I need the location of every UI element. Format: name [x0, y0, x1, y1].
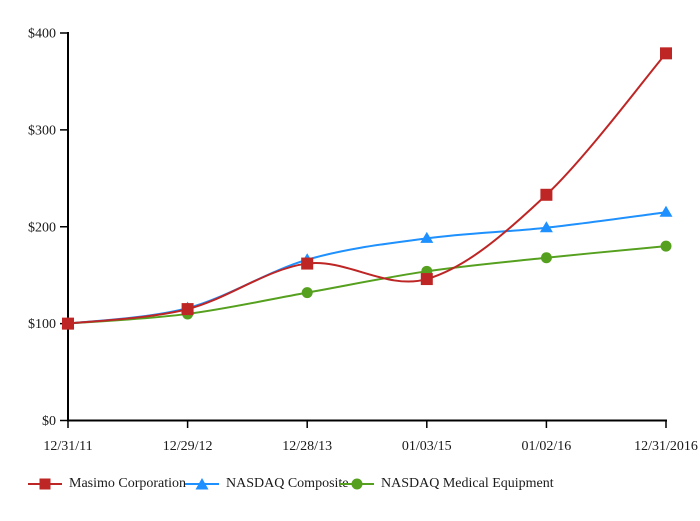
legend-triangle-glyph [195, 478, 209, 490]
legend-label-nasdaq-medical-equipment: NASDAQ Medical Equipment [381, 476, 554, 491]
data-point-square [62, 317, 74, 330]
legend-square-glyph [39, 478, 51, 490]
green-circle-marker-icon [340, 478, 374, 490]
series-line-2 [67, 245, 667, 325]
y-tick-label: $100 [28, 317, 56, 332]
y-tick-label: $200 [28, 220, 56, 235]
data-point-square [420, 273, 433, 286]
blue-triangle-marker-icon [185, 478, 219, 490]
x-tick-label: 12/29/12 [163, 439, 213, 454]
data-point-square [181, 303, 194, 316]
data-point-circle [301, 287, 313, 299]
data-point-triangle [539, 221, 553, 233]
legend-item-nasdaq-medical-equipment: NASDAQ Medical Equipment [340, 476, 554, 492]
legend-item-masimo-corporation: Masimo Corporation [28, 476, 186, 492]
x-tick-label: 12/31/2016 [634, 439, 698, 454]
legend-circle-glyph [351, 478, 363, 490]
data-point-square [540, 188, 553, 201]
data-point-circle [540, 252, 552, 264]
x-tick-label: 12/31/11 [43, 439, 92, 454]
data-point-triangle [420, 231, 434, 243]
data-point-circle [660, 240, 672, 252]
data-point-square [660, 47, 672, 60]
red-square-marker-icon [28, 478, 62, 490]
data-point-triangle [659, 205, 673, 217]
x-tick-label: 01/03/15 [402, 439, 452, 454]
data-point-square [301, 257, 314, 270]
legend-label-masimo-corporation: Masimo Corporation [69, 476, 187, 491]
y-tick-label: $300 [28, 123, 56, 138]
y-tick-label: $0 [42, 414, 56, 429]
chart-legend: Masimo Corporation NASDAQ Composite NASD… [0, 476, 700, 496]
legend-item-nasdaq-composite: NASDAQ Composite [185, 476, 349, 492]
line-chart-canvas: $0 $100 $200 $300 $400 12/31/11 12/29/12 12/28/… [28, 27, 698, 455]
series-line-1 [67, 211, 667, 325]
y-tick-label: $400 [28, 27, 56, 42]
stock-performance-chart: $0 $100 $200 $300 $400 12/31/11 12/29/12 12/28/… [28, 27, 698, 455]
x-tick-label: 01/02/16 [522, 439, 572, 454]
series-line-0 [67, 52, 667, 325]
x-tick-label: 12/28/13 [282, 439, 332, 454]
legend-label-nasdaq-composite: NASDAQ Composite [226, 476, 349, 491]
